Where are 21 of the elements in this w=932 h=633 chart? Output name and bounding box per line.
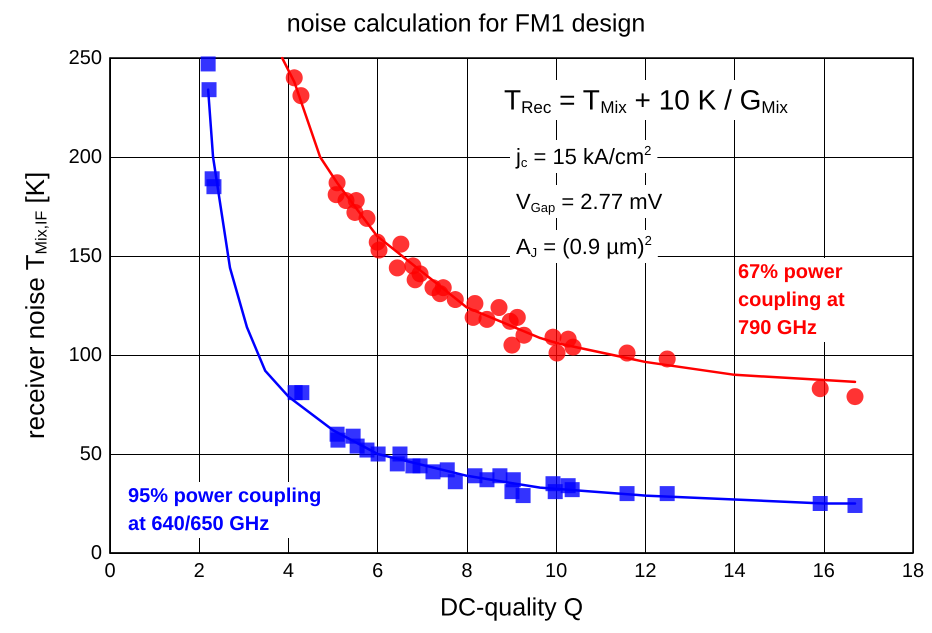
x-axis-title: DC-quality Q bbox=[440, 594, 584, 622]
y-tick-label: 150 bbox=[68, 245, 102, 267]
y-tick-label: 200 bbox=[68, 146, 102, 168]
series-label: 95% power coupling at 640/650 GHz bbox=[128, 485, 327, 535]
y-tick-label: 50 bbox=[80, 443, 102, 465]
text: 67% power coupling at 790 GHz bbox=[738, 261, 850, 339]
x-tick-label: 10 bbox=[544, 560, 568, 582]
x-tick-label: 18 bbox=[902, 560, 924, 582]
x-tick-label: 6 bbox=[372, 560, 384, 582]
y-tick-label: 250 bbox=[68, 47, 102, 69]
y-tick-label: 0 bbox=[90, 542, 102, 564]
x-tick-label: 12 bbox=[634, 560, 656, 582]
chart-title: noise calculation for FM1 design bbox=[286, 10, 646, 38]
x-tick-label: 14 bbox=[723, 560, 746, 582]
x-tick-label: 4 bbox=[282, 560, 294, 582]
x-tick-label: 2 bbox=[194, 560, 205, 582]
x-tick-label: 0 bbox=[104, 560, 116, 582]
y-axis-title: receiver noise TMix,IF [K] bbox=[20, 172, 50, 440]
y-tick-label: 100 bbox=[68, 344, 102, 366]
x-tick-label: 16 bbox=[812, 560, 835, 582]
x-tick-label: 8 bbox=[461, 560, 472, 582]
